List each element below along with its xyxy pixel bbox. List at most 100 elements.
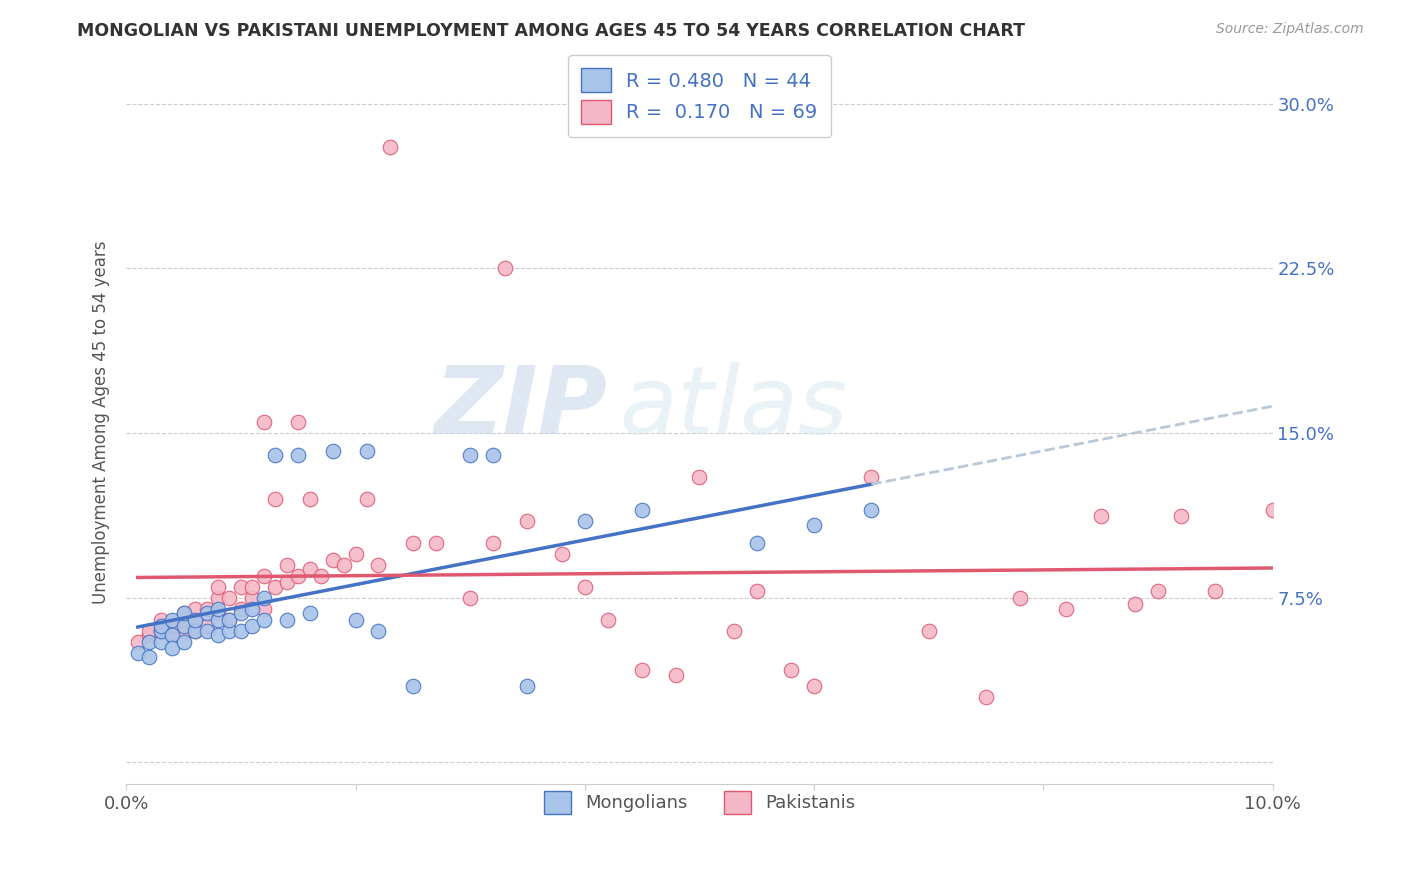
Point <box>173 606 195 620</box>
Point <box>276 575 298 590</box>
Point <box>482 448 505 462</box>
Point <box>207 601 229 615</box>
Point <box>631 663 654 677</box>
Point <box>173 634 195 648</box>
Point <box>356 491 378 506</box>
Point <box>631 503 654 517</box>
Point <box>665 667 688 681</box>
Point <box>160 613 183 627</box>
Point <box>688 470 710 484</box>
Point <box>138 624 160 638</box>
Point <box>298 606 321 620</box>
Legend: Mongolians, Pakistanis: Mongolians, Pakistanis <box>531 779 868 826</box>
Point <box>574 514 596 528</box>
Text: Source: ZipAtlas.com: Source: ZipAtlas.com <box>1216 22 1364 37</box>
Point <box>242 619 264 633</box>
Point <box>356 443 378 458</box>
Point <box>264 448 287 462</box>
Point <box>1204 584 1226 599</box>
Text: atlas: atlas <box>619 362 848 453</box>
Point <box>1010 591 1032 605</box>
Point <box>127 646 149 660</box>
Point <box>242 580 264 594</box>
Point <box>173 613 195 627</box>
Point <box>195 601 218 615</box>
Text: MONGOLIAN VS PAKISTANI UNEMPLOYMENT AMONG AGES 45 TO 54 YEARS CORRELATION CHART: MONGOLIAN VS PAKISTANI UNEMPLOYMENT AMON… <box>77 22 1025 40</box>
Point <box>173 619 195 633</box>
Point <box>253 613 276 627</box>
Point <box>149 613 172 627</box>
Point <box>574 580 596 594</box>
Point <box>138 634 160 648</box>
Point <box>1054 601 1077 615</box>
Point <box>917 624 939 638</box>
Point <box>229 601 252 615</box>
Point <box>195 619 218 633</box>
Point <box>803 518 825 533</box>
Point <box>184 624 207 638</box>
Point <box>138 628 160 642</box>
Point <box>149 634 172 648</box>
Point <box>551 547 574 561</box>
Point <box>149 624 172 638</box>
Point <box>264 491 287 506</box>
Point <box>860 503 883 517</box>
Point <box>287 448 309 462</box>
Point <box>367 624 389 638</box>
Point <box>229 624 252 638</box>
Point <box>207 613 229 627</box>
Point <box>322 553 344 567</box>
Point <box>276 613 298 627</box>
Point <box>596 613 619 627</box>
Point <box>494 261 516 276</box>
Point <box>160 628 183 642</box>
Point <box>974 690 997 704</box>
Point <box>287 568 309 582</box>
Point <box>253 601 276 615</box>
Point <box>745 584 768 599</box>
Point <box>745 536 768 550</box>
Point <box>1170 509 1192 524</box>
Point <box>803 679 825 693</box>
Point <box>333 558 356 572</box>
Point <box>218 613 240 627</box>
Y-axis label: Unemployment Among Ages 45 to 54 years: Unemployment Among Ages 45 to 54 years <box>93 240 110 604</box>
Point <box>184 624 207 638</box>
Point <box>218 591 240 605</box>
Point <box>378 140 401 154</box>
Point <box>207 628 229 642</box>
Point <box>309 568 332 582</box>
Point <box>195 624 218 638</box>
Point <box>458 591 481 605</box>
Point <box>242 591 264 605</box>
Point <box>173 606 195 620</box>
Point <box>184 613 207 627</box>
Point <box>195 606 218 620</box>
Point <box>860 470 883 484</box>
Point <box>218 613 240 627</box>
Point <box>160 641 183 656</box>
Point <box>184 613 207 627</box>
Point <box>344 547 367 561</box>
Point <box>516 679 538 693</box>
Point <box>229 580 252 594</box>
Point <box>207 580 229 594</box>
Point <box>287 415 309 429</box>
Point <box>184 601 207 615</box>
Point <box>344 613 367 627</box>
Point <box>253 415 276 429</box>
Point <box>229 606 252 620</box>
Point <box>1147 584 1170 599</box>
Point <box>402 536 425 550</box>
Point <box>367 558 389 572</box>
Point <box>780 663 803 677</box>
Point <box>458 448 481 462</box>
Point <box>127 634 149 648</box>
Point <box>138 650 160 665</box>
Point <box>1123 597 1146 611</box>
Point <box>207 591 229 605</box>
Point <box>276 558 298 572</box>
Point <box>264 580 287 594</box>
Point <box>242 601 264 615</box>
Point <box>253 568 276 582</box>
